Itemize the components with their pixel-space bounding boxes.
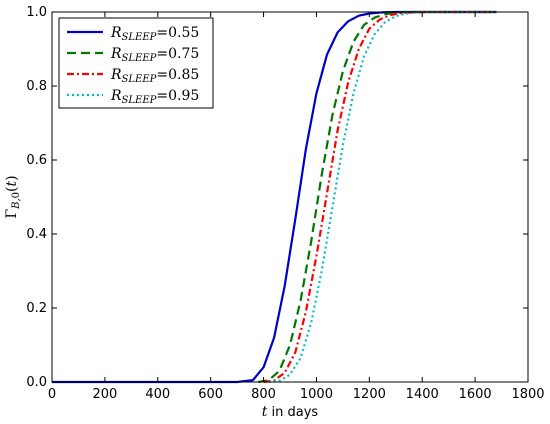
legend: RSLEEP=0.55 RSLEEP=0.75 RSLEEP=0.85 RSLEEP=… bbox=[58, 17, 214, 109]
y-tick-label: 1.0 bbox=[26, 5, 47, 20]
x-tick-label: 800 bbox=[251, 387, 276, 402]
legend-label-3: RSLEEP=0.95 bbox=[110, 88, 199, 106]
y-axis-ticks: 0.0 0.2 0.4 0.6 0.8 1.0 bbox=[26, 5, 528, 390]
x-tick-label: 200 bbox=[92, 387, 117, 402]
series-line-1 bbox=[258, 10, 497, 384]
y-axis-label: ΓB,0(t) bbox=[4, 175, 22, 218]
legend-label-1: RSLEEP=0.75 bbox=[110, 46, 199, 64]
x-axis-ticks: 0 200 400 600 800 1000 1200 1400 1600 1800 bbox=[48, 12, 545, 402]
y-tick-label: 0.0 bbox=[26, 375, 47, 390]
series-line-3 bbox=[268, 10, 497, 384]
x-tick-label: 600 bbox=[198, 387, 223, 402]
y-tick-label: 0.8 bbox=[26, 79, 47, 94]
x-tick-label: 400 bbox=[145, 387, 170, 402]
x-tick-label: 1600 bbox=[459, 387, 492, 402]
y-tick-label: 0.6 bbox=[26, 153, 47, 168]
legend-label-2: RSLEEP=0.85 bbox=[110, 67, 199, 85]
x-tick-label: 1000 bbox=[300, 387, 333, 402]
y-tick-label: 0.2 bbox=[26, 301, 47, 316]
legend-label-0: RSLEEP=0.55 bbox=[110, 25, 199, 43]
x-axis-label: t in days bbox=[262, 404, 319, 420]
x-tick-label: 1400 bbox=[406, 387, 439, 402]
x-tick-label: 1800 bbox=[511, 387, 544, 402]
plot-frame bbox=[51, 11, 529, 383]
x-tick-label: 1200 bbox=[353, 387, 386, 402]
x-tick-label: 0 bbox=[48, 387, 56, 402]
y-tick-label: 0.4 bbox=[26, 227, 47, 242]
